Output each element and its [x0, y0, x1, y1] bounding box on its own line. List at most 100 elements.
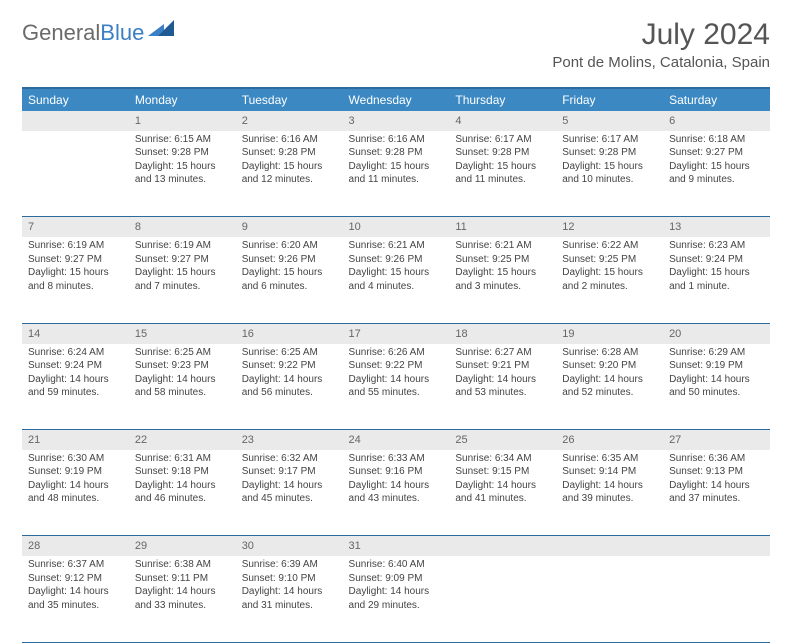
- day-number-cell: 6: [663, 111, 770, 131]
- sunrise-text: Sunrise: 6:19 AM: [28, 239, 123, 253]
- weekday-header: Monday: [129, 88, 236, 111]
- sunrise-text: Sunrise: 6:36 AM: [669, 452, 764, 466]
- day-number-cell: [449, 536, 556, 556]
- sunset-text: Sunset: 9:19 PM: [28, 465, 123, 479]
- sunrise-text: Sunrise: 6:28 AM: [562, 346, 657, 360]
- sunset-text: Sunset: 9:27 PM: [669, 146, 764, 160]
- day-number: 1: [129, 111, 236, 131]
- sunrise-text: Sunrise: 6:19 AM: [135, 239, 230, 253]
- day-cell: Sunrise: 6:21 AMSunset: 9:26 PMDaylight:…: [343, 237, 450, 323]
- day-number: 10: [343, 217, 450, 237]
- day-cell: Sunrise: 6:27 AMSunset: 9:21 PMDaylight:…: [449, 344, 556, 430]
- sunrise-text: Sunrise: 6:30 AM: [28, 452, 123, 466]
- day-number-cell: 13: [663, 217, 770, 237]
- sunset-text: Sunset: 9:26 PM: [242, 253, 337, 267]
- day-number-row: 78910111213: [22, 217, 770, 237]
- daylight-text: Daylight: 15 hours and 9 minutes.: [669, 160, 764, 187]
- day-body-row: Sunrise: 6:37 AMSunset: 9:12 PMDaylight:…: [22, 556, 770, 642]
- day-number-cell: 5: [556, 111, 663, 131]
- weekday-header: Saturday: [663, 88, 770, 111]
- day-number-cell: 28: [22, 536, 129, 556]
- sunrise-text: Sunrise: 6:38 AM: [135, 558, 230, 572]
- sunset-text: Sunset: 9:28 PM: [242, 146, 337, 160]
- daylight-text: Daylight: 14 hours and 52 minutes.: [562, 373, 657, 400]
- daylight-text: Daylight: 15 hours and 4 minutes.: [349, 266, 444, 293]
- day-number-cell: 3: [343, 111, 450, 131]
- day-cell: Sunrise: 6:25 AMSunset: 9:23 PMDaylight:…: [129, 344, 236, 430]
- day-cell: [663, 556, 770, 642]
- location: Pont de Molins, Catalonia, Spain: [552, 54, 770, 71]
- daylight-text: Daylight: 14 hours and 59 minutes.: [28, 373, 123, 400]
- sunrise-text: Sunrise: 6:16 AM: [242, 133, 337, 147]
- sunset-text: Sunset: 9:21 PM: [455, 359, 550, 373]
- sunrise-text: Sunrise: 6:34 AM: [455, 452, 550, 466]
- day-number-cell: 7: [22, 217, 129, 237]
- day-number-cell: 10: [343, 217, 450, 237]
- sunset-text: Sunset: 9:22 PM: [349, 359, 444, 373]
- daylight-text: Daylight: 15 hours and 11 minutes.: [349, 160, 444, 187]
- sunset-text: Sunset: 9:26 PM: [349, 253, 444, 267]
- title-block: July 2024 Pont de Molins, Catalonia, Spa…: [552, 18, 770, 77]
- day-number: 2: [236, 111, 343, 131]
- daylight-text: Daylight: 14 hours and 29 minutes.: [349, 585, 444, 612]
- sunset-text: Sunset: 9:20 PM: [562, 359, 657, 373]
- day-number: 5: [556, 111, 663, 131]
- daylight-text: Daylight: 15 hours and 2 minutes.: [562, 266, 657, 293]
- day-number: 12: [556, 217, 663, 237]
- daylight-text: Daylight: 14 hours and 43 minutes.: [349, 479, 444, 506]
- day-cell: Sunrise: 6:19 AMSunset: 9:27 PMDaylight:…: [22, 237, 129, 323]
- weekday-header: Friday: [556, 88, 663, 111]
- day-cell: Sunrise: 6:38 AMSunset: 9:11 PMDaylight:…: [129, 556, 236, 642]
- day-body-row: Sunrise: 6:30 AMSunset: 9:19 PMDaylight:…: [22, 450, 770, 536]
- brand-name-2: Blue: [100, 20, 144, 46]
- day-number-cell: 30: [236, 536, 343, 556]
- day-number: 16: [236, 324, 343, 344]
- day-cell: Sunrise: 6:36 AMSunset: 9:13 PMDaylight:…: [663, 450, 770, 536]
- calendar-table: SundayMondayTuesdayWednesdayThursdayFrid…: [22, 87, 770, 643]
- daylight-text: Daylight: 14 hours and 45 minutes.: [242, 479, 337, 506]
- day-number-cell: 12: [556, 217, 663, 237]
- day-number: 3: [343, 111, 450, 131]
- sunset-text: Sunset: 9:28 PM: [562, 146, 657, 160]
- day-number: 18: [449, 324, 556, 344]
- sunset-text: Sunset: 9:11 PM: [135, 572, 230, 586]
- day-body-row: Sunrise: 6:19 AMSunset: 9:27 PMDaylight:…: [22, 237, 770, 323]
- daylight-text: Daylight: 14 hours and 39 minutes.: [562, 479, 657, 506]
- daylight-text: Daylight: 14 hours and 46 minutes.: [135, 479, 230, 506]
- day-number: 27: [663, 430, 770, 450]
- day-number: 13: [663, 217, 770, 237]
- sunrise-text: Sunrise: 6:29 AM: [669, 346, 764, 360]
- day-number: 8: [129, 217, 236, 237]
- sunset-text: Sunset: 9:25 PM: [455, 253, 550, 267]
- daylight-text: Daylight: 14 hours and 48 minutes.: [28, 479, 123, 506]
- day-cell: Sunrise: 6:30 AMSunset: 9:19 PMDaylight:…: [22, 450, 129, 536]
- day-number-cell: 2: [236, 111, 343, 131]
- daylight-text: Daylight: 15 hours and 12 minutes.: [242, 160, 337, 187]
- sunset-text: Sunset: 9:14 PM: [562, 465, 657, 479]
- day-cell: Sunrise: 6:18 AMSunset: 9:27 PMDaylight:…: [663, 131, 770, 217]
- daylight-text: Daylight: 14 hours and 41 minutes.: [455, 479, 550, 506]
- day-number-cell: 23: [236, 430, 343, 450]
- day-number-cell: 27: [663, 430, 770, 450]
- sunrise-text: Sunrise: 6:31 AM: [135, 452, 230, 466]
- day-number: 11: [449, 217, 556, 237]
- day-cell: Sunrise: 6:37 AMSunset: 9:12 PMDaylight:…: [22, 556, 129, 642]
- day-cell: Sunrise: 6:17 AMSunset: 9:28 PMDaylight:…: [556, 131, 663, 217]
- day-cell: Sunrise: 6:35 AMSunset: 9:14 PMDaylight:…: [556, 450, 663, 536]
- header: GeneralBlue July 2024 Pont de Molins, Ca…: [22, 18, 770, 77]
- day-number-cell: 15: [129, 323, 236, 343]
- sunrise-text: Sunrise: 6:32 AM: [242, 452, 337, 466]
- month-title: July 2024: [552, 18, 770, 52]
- sunset-text: Sunset: 9:17 PM: [242, 465, 337, 479]
- day-number: 24: [343, 430, 450, 450]
- day-cell: Sunrise: 6:22 AMSunset: 9:25 PMDaylight:…: [556, 237, 663, 323]
- daylight-text: Daylight: 15 hours and 3 minutes.: [455, 266, 550, 293]
- day-cell: Sunrise: 6:29 AMSunset: 9:19 PMDaylight:…: [663, 344, 770, 430]
- day-number-cell: [663, 536, 770, 556]
- day-body-row: Sunrise: 6:24 AMSunset: 9:24 PMDaylight:…: [22, 344, 770, 430]
- weekday-header: Tuesday: [236, 88, 343, 111]
- day-number: 25: [449, 430, 556, 450]
- day-number-cell: 21: [22, 430, 129, 450]
- day-cell: Sunrise: 6:26 AMSunset: 9:22 PMDaylight:…: [343, 344, 450, 430]
- day-cell: Sunrise: 6:34 AMSunset: 9:15 PMDaylight:…: [449, 450, 556, 536]
